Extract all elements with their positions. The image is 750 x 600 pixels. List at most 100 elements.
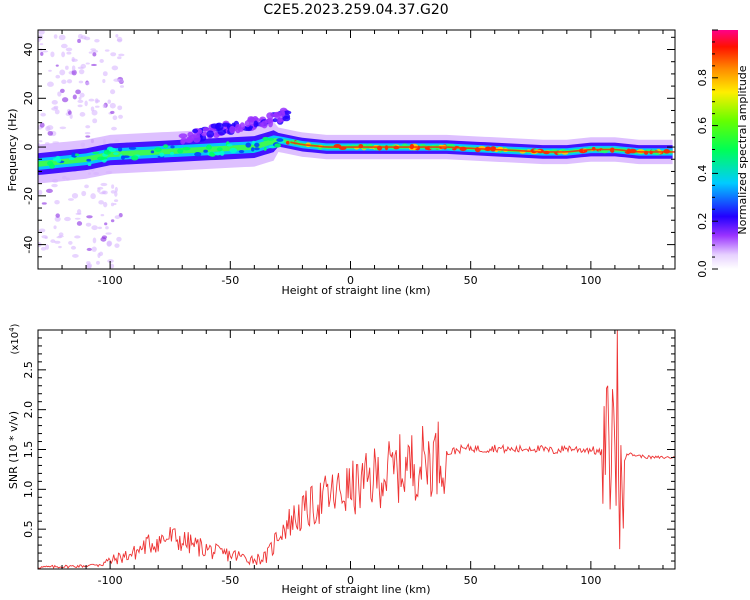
spectrogram-noise-point — [51, 183, 58, 188]
spectrogram-peak-blob — [229, 147, 238, 154]
spectrogram-branch-blob — [187, 131, 194, 137]
spectrogram-noise-point — [97, 226, 103, 230]
spectrogram-peak-blob — [253, 147, 260, 151]
snr-y-tick-label: 2.5 — [22, 361, 35, 379]
spectrogram-noise-point — [71, 56, 75, 62]
spectrogram-x-tick-label: -100 — [98, 274, 123, 287]
spectrogram-noise-point — [91, 109, 98, 116]
spectrogram-peak-blob — [182, 146, 191, 151]
spectrogram-peak-blob — [274, 143, 282, 148]
spectrogram-branch-blob — [229, 125, 236, 134]
spectrogram-branch-blob — [192, 128, 199, 134]
spectrogram-peak-blob — [285, 140, 290, 145]
spectrogram-noise-point — [109, 102, 116, 109]
spectrogram-noise-point — [61, 51, 66, 58]
spectrogram-noise-point — [91, 225, 98, 231]
spectrogram-x-tick-label: -50 — [221, 274, 239, 287]
spectrogram-noise-point — [72, 94, 77, 100]
spectrogram-noise-point — [110, 89, 116, 95]
spectrogram-noise-point — [84, 36, 91, 41]
spectrogram-noise-point — [100, 182, 108, 187]
spectrogram-peak-blob — [150, 150, 155, 154]
spectrogram-noise-point — [118, 53, 125, 57]
spectrogram-ridge-line — [290, 141, 675, 153]
snr-x-tick-label: -50 — [221, 574, 239, 587]
spectrogram-noise-point — [85, 62, 90, 65]
spectrogram-peak-blob — [245, 142, 252, 148]
spectrogram-peak-blob — [267, 137, 274, 141]
colorbar-label: Normalized spectral amplitude — [736, 65, 749, 234]
spectrogram-noise-point — [46, 125, 54, 131]
spectrogram-x-tick-label: 0 — [347, 274, 354, 287]
spectrogram-branch-blob — [191, 133, 201, 138]
spectrogram-branch-blob — [186, 136, 194, 143]
spectrogram-noise-point — [58, 245, 62, 249]
spectrogram-peak-blob — [226, 143, 233, 147]
spectrogram-noise-point — [81, 190, 87, 197]
spectrogram-peak-blob — [238, 149, 245, 154]
spectrogram-noise-point — [45, 244, 50, 250]
spectrogram-noise-point — [94, 105, 100, 108]
spectrogram-noise-point — [41, 202, 47, 205]
colorbar-tick-label: 0.2 — [696, 212, 709, 230]
colorbar-tick-label: 0.6 — [696, 117, 709, 135]
spectrogram-branch-blob — [273, 111, 282, 119]
spectrogram-noise-point — [104, 49, 110, 52]
spectrogram-noise-point — [88, 51, 93, 54]
spectrogram-noise-point — [78, 96, 82, 100]
spectrogram-peak-blob — [100, 156, 108, 160]
spectrogram-noise-point — [38, 228, 46, 233]
spectrogram-noise-point — [58, 232, 64, 237]
spectrogram-noise-point — [110, 190, 116, 194]
spectrogram-y-tick-label: -40 — [22, 236, 35, 254]
spectrogram-noise-point — [96, 260, 100, 265]
spectrogram-peak-blob — [254, 142, 260, 148]
spectrogram-noise-point — [74, 217, 81, 220]
snr-x-axis-label: Height of straight line (km) — [281, 583, 430, 596]
snr-x-tick-label: 0 — [347, 574, 354, 587]
spectrogram-noise-point — [64, 216, 71, 222]
spectrogram-noise-point — [92, 118, 98, 124]
spectrogram-noise-point — [71, 65, 76, 72]
spectrogram-noise-point — [110, 202, 115, 207]
spectrogram-noise-point — [69, 113, 73, 119]
snr-y-scale-close: ) — [10, 323, 21, 327]
spectrogram-peak-blob — [52, 157, 58, 162]
spectrogram-peak-blob — [92, 151, 100, 155]
spectrogram-noise-point — [77, 38, 81, 43]
spectrogram-peak-blob — [103, 149, 112, 155]
spectrogram-x-tick-label: 50 — [464, 274, 478, 287]
spectrogram-noise-point — [103, 201, 108, 208]
spectrogram-noise-point — [65, 47, 73, 52]
spectrogram-noise-point — [39, 122, 45, 128]
spectrogram-noise-point — [117, 56, 122, 60]
spectrogram-noise-point — [67, 198, 74, 201]
spectrogram-noise-point — [53, 225, 57, 230]
spectrogram-noise-point — [119, 85, 125, 88]
spectrogram-y-tick-label: -20 — [22, 187, 35, 205]
spectrogram-noise-point — [77, 66, 84, 70]
spectrogram-peak-blob — [122, 155, 130, 159]
spectrogram-noise-point — [59, 69, 66, 76]
spectrogram-noise-point — [54, 200, 60, 205]
spectrogram-noise-point — [71, 69, 77, 76]
spectrogram-noise-point — [118, 114, 123, 119]
spectrogram-noise-point — [47, 130, 54, 136]
spectrogram-noise-point — [67, 110, 72, 116]
snr-y-scale-base: (x10 — [10, 332, 21, 355]
spectrogram-noise-point — [51, 100, 58, 105]
spectrogram-noise-point — [99, 59, 104, 63]
spectrogram-noise-point — [60, 43, 68, 49]
spectrogram-noise-point — [59, 126, 67, 130]
spectrogram-branch-blob — [202, 127, 210, 132]
spectrogram-noise-point — [111, 65, 119, 71]
spectrogram-noise-point — [39, 43, 44, 46]
spectrogram-peak-blob — [87, 162, 92, 167]
spectrogram-noise-point — [74, 235, 81, 239]
spectrogram-noise-point — [55, 213, 60, 218]
spectrogram-noise-point — [70, 245, 77, 250]
spectrogram-peak-blob — [159, 152, 165, 157]
spectrogram-branch-blob — [180, 139, 186, 145]
spectrogram-noise-point — [98, 200, 104, 205]
spectrogram-peak-blob — [170, 151, 175, 156]
